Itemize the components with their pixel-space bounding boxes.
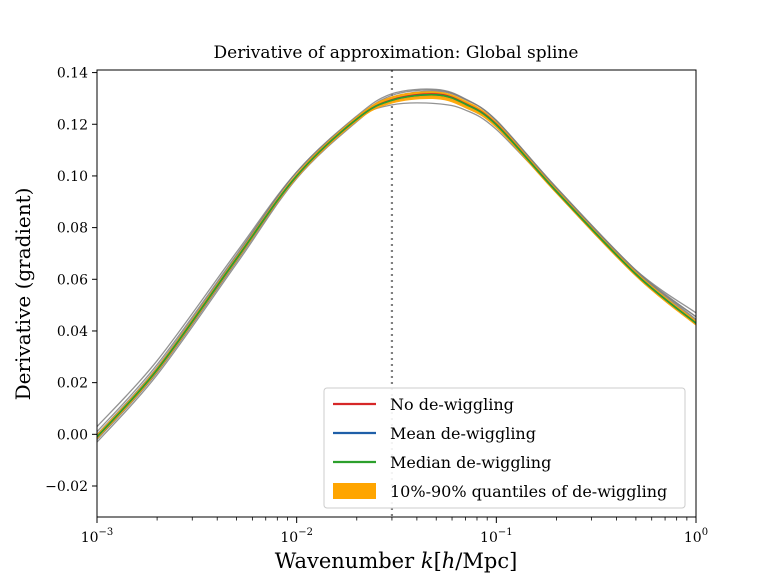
chart-title: Derivative of approximation: Global spli… — [214, 43, 579, 63]
axes-frame — [96, 69, 697, 518]
y-tick-label: 0.00 — [57, 427, 88, 443]
quantile-band — [97, 91, 696, 440]
x-axis-label-bracket: [ — [434, 549, 442, 573]
x-tick-label: 10−3 — [81, 527, 114, 546]
x-tick-label-base: 10 — [280, 530, 298, 546]
y-tick-label: 0.14 — [57, 66, 88, 82]
legend: No de-wiggling Mean de-wiggling Median de-… — [323, 387, 686, 509]
legend-label: No de-wiggling — [390, 395, 514, 414]
y-tick-label: −0.02 — [45, 479, 88, 495]
y-tick-label: 0.02 — [57, 376, 88, 392]
x-axis-label-unit: /Mpc] — [455, 549, 517, 573]
legend-label: Mean de-wiggling — [390, 424, 536, 443]
series-line-median-de-wiggling — [97, 93, 696, 438]
x-tick-label-base: 10 — [480, 530, 498, 546]
x-axis-label-var: k — [421, 549, 434, 573]
x-tick-label-exponent: 0 — [702, 527, 708, 538]
plot-data-group — [97, 70, 696, 517]
legend-box — [323, 387, 686, 509]
y-tick-label: 0.04 — [57, 324, 88, 340]
y-tick-label: 0.12 — [57, 117, 88, 133]
plot-area: −0.020.000.020.040.060.080.100.120.1410−… — [45, 66, 708, 546]
x-tick-label: 10−1 — [480, 527, 513, 546]
legend-label: 10%-90% quantiles of de-wiggling — [390, 482, 667, 501]
y-axis-label: Derivative (gradient) — [11, 188, 35, 401]
x-axis-label-h: h — [442, 549, 456, 573]
legend-swatch-patch — [333, 483, 376, 499]
x-tick-label-exponent: −3 — [99, 527, 114, 538]
x-axis-label: Wavenumber k[h/Mpc] — [275, 549, 518, 573]
x-tick-label-base: 10 — [81, 530, 99, 546]
x-tick-label: 10−2 — [280, 527, 313, 546]
y-tick-label: 0.06 — [57, 272, 88, 288]
x-tick-label-base: 10 — [684, 530, 702, 546]
y-tick-label: 0.08 — [57, 221, 88, 237]
legend-label: Median de-wiggling — [390, 453, 551, 472]
x-tick-label-exponent: −2 — [298, 527, 313, 538]
y-tick-label: 0.10 — [57, 169, 88, 185]
x-tick-label: 100 — [684, 527, 708, 546]
x-tick-label-exponent: −1 — [498, 527, 513, 538]
x-axis-label-text: Wavenumber — [275, 549, 421, 573]
